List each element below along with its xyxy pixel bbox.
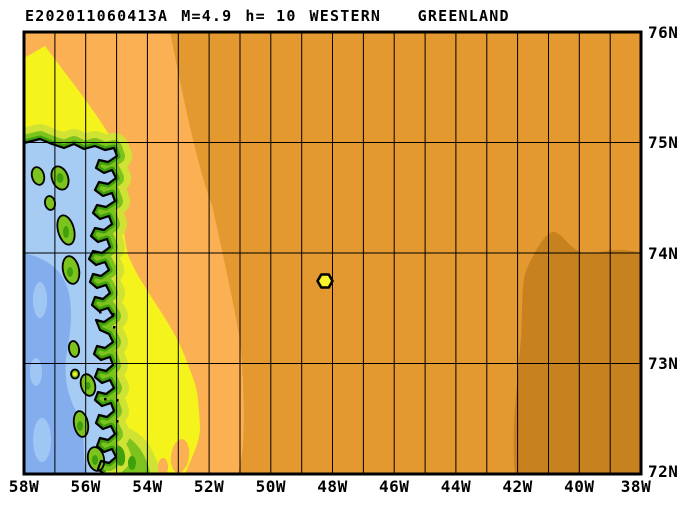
event-id: E202011060413A: [25, 7, 169, 25]
lat-label: 72N: [648, 462, 679, 481]
lon-label: 48W: [317, 477, 348, 496]
lon-label: 44W: [440, 477, 472, 496]
epicenter-marker: [316, 273, 334, 289]
lat-label: 74N: [648, 243, 679, 263]
sea-shallow-patches: [30, 282, 51, 462]
lowland-orange-pockets: [158, 439, 190, 474]
plot-title: E202011060413A M=4.9 h= 10 WESTERN GREEN…: [25, 6, 510, 26]
elevation-high-region: [513, 232, 641, 474]
event-magnitude: M=4.9: [181, 7, 233, 25]
map-frame: [22, 30, 643, 476]
event-region: WESTERN GREENLAND: [309, 7, 510, 25]
island-highland-spots: [56, 173, 136, 470]
lon-label: 58W: [8, 477, 40, 496]
graticule-grid: [24, 32, 641, 474]
event-depth: h= 10: [245, 7, 297, 25]
lon-label: 42W: [502, 477, 533, 496]
lat-label: 73N: [648, 354, 679, 373]
lon-label: 38W: [620, 477, 652, 496]
coastline: [24, 137, 119, 474]
lon-label: 40W: [564, 477, 595, 496]
lat-label: 76N: [648, 23, 679, 42]
lon-label: 46W: [378, 477, 410, 496]
lon-label: 56W: [70, 477, 101, 496]
lat-label: 75N: [648, 133, 679, 152]
lon-label: 52W: [193, 477, 225, 496]
inland-lakes: [99, 311, 119, 423]
islet-lowland-spot: [73, 372, 77, 376]
lon-label: 54W: [132, 477, 163, 496]
lon-label: 50W: [255, 477, 286, 496]
